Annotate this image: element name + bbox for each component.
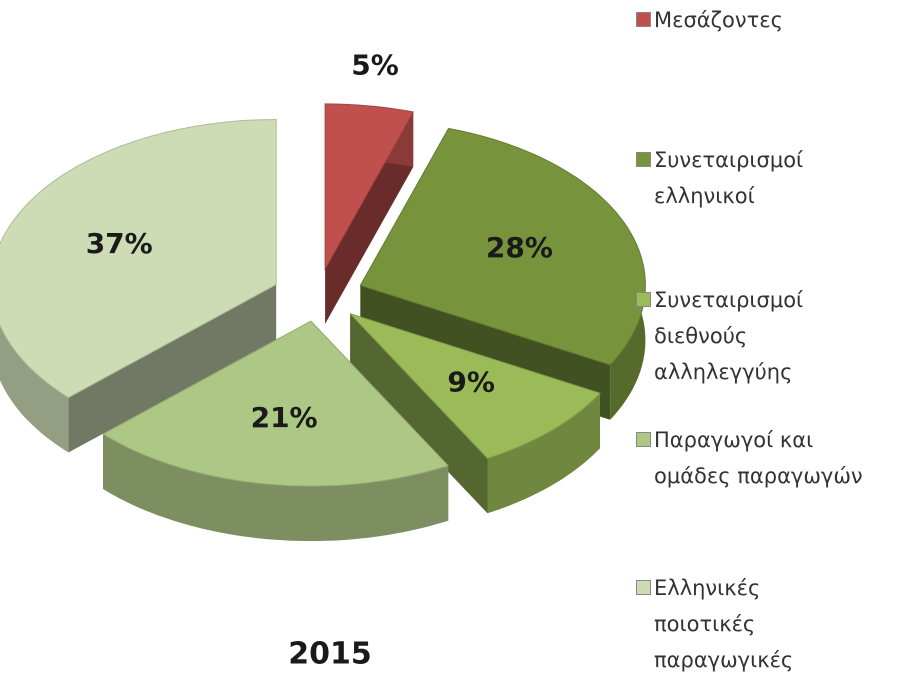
data-label: 28%	[486, 231, 553, 264]
legend-label: Ελληνικές ποιοτικές παραγωγικές μονάδες	[654, 576, 794, 672]
slice	[349, 313, 601, 514]
slice	[324, 103, 414, 324]
legend-item: Συνεταιρισμοί διεθνούς αλληλεγγύης	[636, 282, 898, 390]
data-label: 37%	[86, 227, 153, 260]
slice	[359, 127, 646, 366]
slice	[102, 320, 450, 542]
legend-item: Ελληνικές ποιοτικές παραγωγικές μονάδες	[636, 570, 898, 683]
slice-side	[103, 434, 449, 542]
legend-label: Συνεταιρισμοί ελληνικοί	[654, 148, 804, 208]
slice	[102, 320, 450, 487]
data-label: 5%	[351, 48, 399, 81]
legend-swatch	[636, 292, 651, 307]
legend-swatch	[636, 152, 651, 167]
slice	[349, 313, 601, 459]
legend-label: Μεσάζοντες	[654, 8, 783, 32]
slice	[0, 118, 277, 453]
legend-item: Συνεταιρισμοί ελληνικοί	[636, 142, 898, 214]
chart-title: 2015	[288, 637, 372, 672]
legend-label: Παραγωγοί και ομάδες παραγωγών	[654, 428, 863, 488]
slice-side	[68, 284, 277, 453]
slice-side	[325, 112, 414, 324]
slice	[324, 103, 414, 271]
data-label: 21%	[251, 401, 318, 434]
legend-swatch	[636, 12, 651, 27]
legend-swatch	[636, 432, 651, 447]
legend-label: Συνεταιρισμοί διεθνούς αλληλεγγύης	[654, 288, 804, 384]
legend-swatch	[636, 580, 651, 595]
slice	[0, 118, 277, 399]
legend-item: Παραγωγοί και ομάδες παραγωγών	[636, 422, 898, 494]
data-label: 9%	[447, 366, 495, 399]
legend-item: Μεσάζοντες	[636, 2, 898, 38]
slice-side	[487, 393, 600, 514]
slice-side	[350, 313, 488, 514]
